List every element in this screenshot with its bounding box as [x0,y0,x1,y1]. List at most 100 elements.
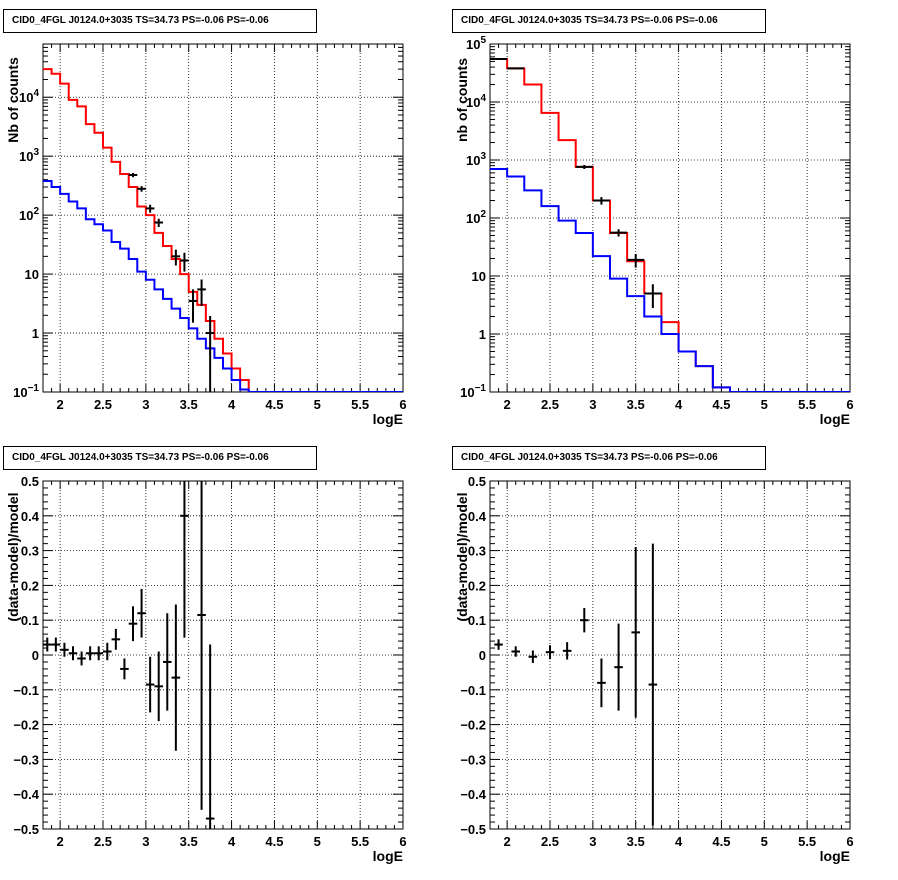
data-point [494,639,503,649]
y-tick-label: 102 [19,206,39,223]
data-point [112,629,121,650]
y-tick-label: 0 [32,648,39,663]
x-tick-label: 3 [589,397,596,412]
x-tick-label: 5 [761,834,768,849]
x-tick-label: 6 [846,834,853,849]
x-tick-label: 2.5 [94,397,112,412]
x-tick-label: 6 [846,397,853,412]
y-tick-label: 0.4 [21,509,40,524]
y-tick-label: −0.4 [460,787,486,802]
x-tick-label: 6 [399,834,406,849]
data-point [649,544,658,826]
x-tick-label: 3.5 [627,834,645,849]
y-tick-label: 102 [466,209,486,226]
y-tick-label: 0.4 [468,509,487,524]
y-tick-label: 10−1 [13,383,39,400]
y-tick-label: 0.2 [468,578,486,593]
data-point [137,186,146,192]
data-point [507,68,524,69]
y-tick-label: −0.1 [460,683,486,698]
data-point [546,645,555,659]
y-axis-label: Nb of counts [5,57,21,143]
y-axis: −0.5−0.4−0.3−0.2−0.100.10.20.30.40.5 [460,474,850,837]
y-tick-label: 10 [472,269,486,284]
y-tick-label: 104 [19,88,39,105]
data-point [129,173,138,177]
x-tick-label: 3 [142,397,149,412]
data-point [197,279,206,305]
grid [490,481,850,829]
y-tick-label: −0.2 [13,718,39,733]
x-tick-label: 5.5 [798,397,816,412]
y-tick-label: 10−1 [460,383,486,400]
data-point [206,316,215,392]
x-tick-label: 4.5 [265,397,283,412]
x-tick-label: 2 [57,834,64,849]
data-point [154,652,163,722]
data-point [529,650,538,663]
x-tick-label: 4.5 [265,834,283,849]
x-tick-label: 4 [228,834,236,849]
plot-title: CID0_4FGL J0124.0+3035 TS=34.73 PS=-0.06… [3,446,317,470]
y-tick-label: 0.1 [21,613,39,628]
data-point [593,197,610,205]
y-tick-label: 0.5 [468,474,486,489]
y-tick-label: 0.3 [468,544,486,559]
y-tick-label: −0.1 [13,683,39,698]
x-tick-label: 4.5 [712,834,730,849]
x-tick-label: 4 [675,834,683,849]
y-tick-label: −0.3 [460,752,486,767]
x-axis-label: logE [820,848,850,864]
data-point [576,165,593,169]
data-point [180,253,189,272]
x-axis-label: logE [373,848,403,864]
y-axis-label: (data-model)/model [454,492,470,621]
y-tick-label: 103 [19,147,39,164]
x-axis-label: logE [373,411,403,427]
x-tick-label: 5 [314,834,321,849]
data-point [129,606,138,641]
y-tick-label: 0.5 [21,474,39,489]
x-tick-label: 2 [504,397,511,412]
x-tick-label: 5 [314,397,321,412]
data-point [610,229,627,236]
x-tick-label: 2 [57,397,64,412]
x-tick-label: 6 [399,397,406,412]
y-axis-label: nb of counts [454,58,470,142]
data-point [644,284,661,308]
data-point [631,547,640,718]
y-tick-label: 0 [479,648,486,663]
data-point [120,658,129,679]
x-tick-label: 5 [761,397,768,412]
y-axis: −0.5−0.4−0.3−0.2−0.100.10.20.30.40.5 [13,474,403,837]
series-total-model [43,69,403,392]
data-point [563,642,572,659]
y-tick-label: 1 [479,327,486,342]
data-point [180,481,189,638]
plot-title: CID0_4FGL J0124.0+3035 TS=34.73 PS=-0.06… [452,446,766,470]
data-point [146,657,155,713]
x-tick-label: 5.5 [351,834,369,849]
y-tick-label: −0.2 [460,718,486,733]
data-point [206,645,215,829]
y-tick-label: 0.1 [468,613,486,628]
data-point [103,643,112,660]
data-point [614,624,623,711]
y-tick-label: 103 [466,151,486,168]
grid [490,44,850,392]
series-component-model [43,181,403,392]
x-tick-label: 3 [142,834,149,849]
x-tick-label: 5.5 [798,834,816,849]
x-tick-label: 2.5 [94,834,112,849]
x-tick-label: 3 [589,834,596,849]
data-point [86,646,95,660]
data-point [69,646,78,660]
plot-title: CID0_4FGL J0124.0+3035 TS=34.73 PS=-0.06… [452,9,766,33]
data-point [77,652,86,666]
data-point [154,219,163,227]
